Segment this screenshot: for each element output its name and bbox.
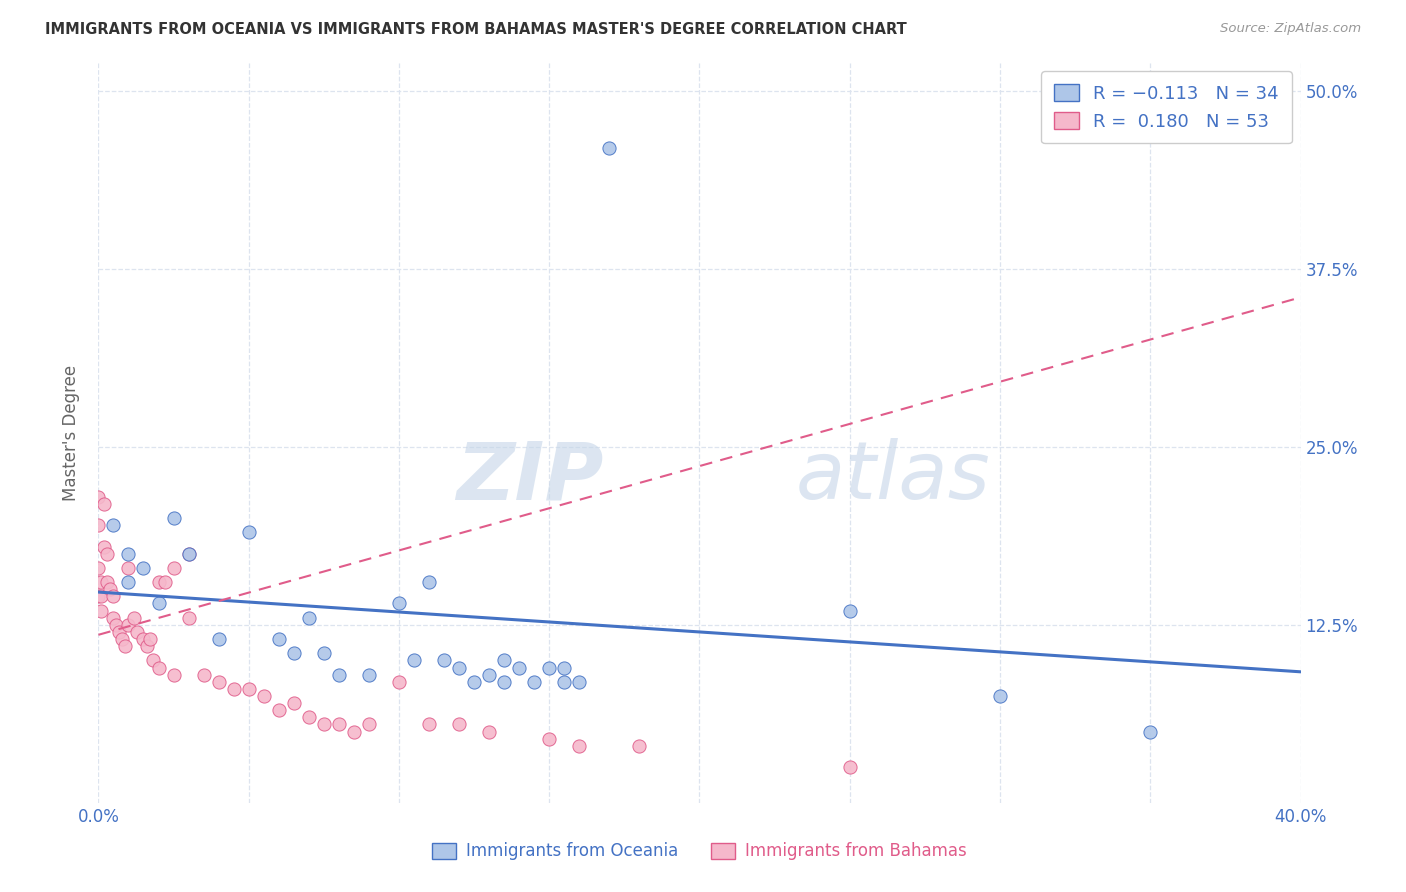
- Point: [132, 561, 155, 575]
- Point: [357, 667, 380, 681]
- Point: [494, 653, 516, 667]
- Point: [135, 639, 157, 653]
- Point: [568, 674, 591, 689]
- Point: [148, 660, 170, 674]
- Point: [100, 582, 122, 597]
- Point: [388, 597, 411, 611]
- Point: [478, 724, 501, 739]
- Point: [523, 674, 546, 689]
- Point: [463, 674, 485, 689]
- Point: [105, 617, 128, 632]
- Point: [87, 518, 110, 533]
- Point: [103, 611, 125, 625]
- Point: [598, 141, 620, 155]
- Point: [117, 575, 139, 590]
- Point: [127, 624, 149, 639]
- Point: [90, 575, 112, 590]
- Text: atlas: atlas: [796, 438, 990, 516]
- Point: [343, 724, 366, 739]
- Text: IMMIGRANTS FROM OCEANIA VS IMMIGRANTS FROM BAHAMAS MASTER'S DEGREE CORRELATION C: IMMIGRANTS FROM OCEANIA VS IMMIGRANTS FR…: [45, 22, 907, 37]
- Point: [132, 632, 155, 646]
- Point: [1139, 724, 1161, 739]
- Point: [328, 667, 350, 681]
- Point: [267, 703, 290, 717]
- Point: [148, 597, 170, 611]
- Text: Source: ZipAtlas.com: Source: ZipAtlas.com: [1220, 22, 1361, 36]
- Point: [93, 497, 115, 511]
- Point: [153, 575, 176, 590]
- Point: [90, 604, 112, 618]
- Point: [568, 739, 591, 753]
- Point: [433, 653, 456, 667]
- Point: [494, 674, 516, 689]
- Point: [418, 575, 440, 590]
- Point: [357, 717, 380, 731]
- Point: [93, 540, 115, 554]
- Point: [148, 575, 170, 590]
- Point: [538, 731, 561, 746]
- Point: [138, 632, 160, 646]
- Point: [402, 653, 425, 667]
- Point: [90, 590, 112, 604]
- Point: [208, 632, 231, 646]
- Point: [538, 660, 561, 674]
- Point: [838, 760, 860, 774]
- Point: [388, 674, 411, 689]
- Point: [283, 696, 305, 710]
- Point: [238, 681, 260, 696]
- Point: [108, 624, 131, 639]
- Point: [312, 717, 335, 731]
- Y-axis label: Master's Degree: Master's Degree: [62, 365, 80, 500]
- Point: [988, 689, 1011, 703]
- Point: [447, 717, 470, 731]
- Point: [298, 611, 321, 625]
- Point: [96, 547, 118, 561]
- Point: [96, 575, 118, 590]
- Point: [117, 561, 139, 575]
- Point: [193, 667, 215, 681]
- Point: [238, 525, 260, 540]
- Point: [628, 739, 651, 753]
- Point: [141, 653, 163, 667]
- Point: [177, 547, 200, 561]
- Text: ZIP: ZIP: [456, 438, 603, 516]
- Point: [267, 632, 290, 646]
- Point: [117, 547, 139, 561]
- Point: [124, 611, 146, 625]
- Point: [162, 561, 184, 575]
- Point: [177, 547, 200, 561]
- Point: [553, 674, 575, 689]
- Point: [222, 681, 245, 696]
- Point: [103, 518, 125, 533]
- Point: [283, 646, 305, 660]
- Point: [508, 660, 530, 674]
- Point: [478, 667, 501, 681]
- Legend: Immigrants from Oceania, Immigrants from Bahamas: Immigrants from Oceania, Immigrants from…: [425, 834, 974, 869]
- Point: [103, 590, 125, 604]
- Point: [162, 667, 184, 681]
- Point: [177, 611, 200, 625]
- Point: [553, 660, 575, 674]
- Point: [447, 660, 470, 674]
- Point: [117, 617, 139, 632]
- Point: [87, 561, 110, 575]
- Point: [162, 511, 184, 525]
- Point: [111, 632, 134, 646]
- Point: [253, 689, 276, 703]
- Point: [312, 646, 335, 660]
- Point: [838, 604, 860, 618]
- Point: [87, 590, 110, 604]
- Point: [418, 717, 440, 731]
- Point: [298, 710, 321, 724]
- Point: [87, 490, 110, 504]
- Point: [328, 717, 350, 731]
- Point: [114, 639, 136, 653]
- Point: [208, 674, 231, 689]
